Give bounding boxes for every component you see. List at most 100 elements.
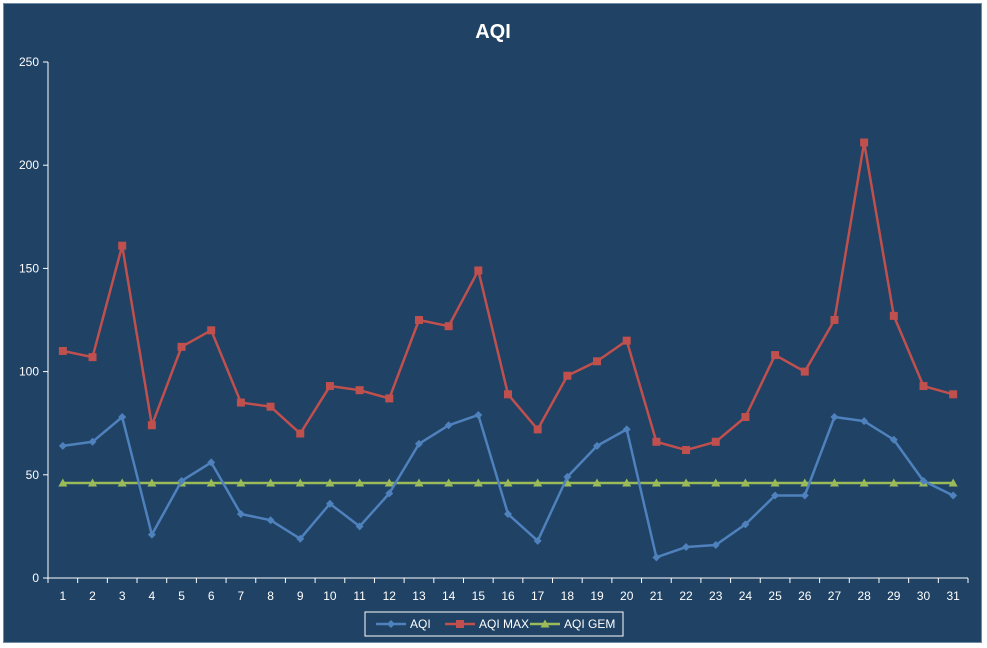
data-point-aqi: [325, 499, 334, 508]
data-point-aqi-max: [741, 413, 750, 422]
data-point-aqi-max: [860, 138, 869, 147]
data-point-aqi-max: [355, 386, 364, 395]
data-point-aqi: [533, 536, 542, 545]
x-tick-label: 11: [353, 589, 366, 603]
data-point-aqi-max: [771, 351, 780, 360]
data-point-aqi: [949, 491, 958, 500]
data-point-aqi-max: [622, 336, 631, 345]
legend-entry-aqi-gem: AQI GEM: [530, 617, 615, 631]
data-point-aqi: [266, 516, 275, 525]
data-point-aqi-gem: [889, 478, 899, 487]
y-tick-label: 100: [19, 365, 39, 379]
legend-label-aqi-gem: AQI GEM: [564, 617, 615, 631]
data-point-aqi-gem: [829, 478, 839, 487]
data-point-aqi-gem: [325, 478, 335, 487]
legend-marker-aqi-gem: [540, 619, 550, 628]
x-tick-label: 3: [119, 589, 126, 603]
data-point-aqi-gem: [117, 478, 127, 487]
data-point-aqi: [889, 435, 898, 444]
data-point-aqi: [118, 413, 127, 422]
x-tick-label: 14: [442, 589, 456, 603]
legend-entry-aqi-max: AQI MAX: [445, 617, 529, 631]
data-point-aqi-gem: [622, 478, 632, 487]
data-point-aqi: [830, 413, 839, 422]
x-tick-label: 25: [768, 589, 782, 603]
data-point-aqi-max: [593, 357, 602, 366]
data-point-aqi: [58, 441, 67, 450]
data-point-aqi: [444, 421, 453, 430]
data-point-aqi-gem: [147, 478, 157, 487]
y-tick-label: 150: [19, 261, 39, 275]
data-point-aqi: [563, 472, 572, 481]
data-point-aqi-max: [58, 346, 67, 355]
data-point-aqi-gem: [740, 478, 750, 487]
data-point-aqi-max: [88, 353, 97, 362]
data-point-aqi-max: [147, 421, 156, 430]
data-point-aqi-max: [414, 316, 423, 324]
x-tick-label: 19: [590, 589, 604, 603]
data-point-aqi-gem: [651, 478, 661, 487]
series-aqi-max: [58, 138, 958, 455]
legend-label-aqi: AQI: [410, 617, 431, 631]
data-point-aqi-gem: [236, 478, 246, 487]
x-tick-label: 9: [297, 589, 304, 603]
series-aqi-gem: [58, 478, 958, 487]
legend: AQI AQI MAX AQI GEM: [364, 611, 624, 637]
data-point-aqi-gem: [770, 478, 780, 487]
data-point-aqi: [474, 410, 483, 419]
y-tick-label: 0: [32, 571, 39, 585]
data-point-aqi: [622, 425, 631, 434]
x-tick-label: 4: [149, 589, 156, 603]
x-tick-label: 28: [857, 589, 871, 603]
x-tick-label: 13: [412, 589, 426, 603]
x-tick-label: 29: [887, 589, 901, 603]
data-point-aqi-gem: [58, 478, 68, 487]
x-tick-label: 12: [383, 589, 397, 603]
data-point-aqi-gem: [948, 478, 958, 487]
x-tick-label: 8: [267, 589, 274, 603]
data-point-aqi-max: [919, 382, 928, 391]
data-point-aqi: [355, 522, 364, 531]
data-point-aqi: [711, 540, 720, 549]
data-point-aqi-max: [296, 429, 305, 438]
x-tick-label: 10: [323, 589, 337, 603]
data-point-aqi: [504, 510, 512, 519]
data-point-aqi: [385, 489, 394, 498]
data-point-aqi-max: [682, 446, 691, 455]
x-tick-label: 16: [501, 589, 515, 603]
data-point-aqi-gem: [266, 478, 276, 487]
x-tick-label: 17: [531, 589, 545, 603]
data-point-aqi-max: [533, 425, 542, 434]
data-point-aqi-gem: [355, 478, 365, 487]
data-point-aqi: [296, 534, 305, 543]
y-tick-label: 250: [19, 55, 39, 69]
data-point-aqi-gem: [206, 478, 216, 487]
y-tick-label: 50: [26, 468, 40, 482]
x-tick-label: 1: [59, 589, 66, 603]
data-point-aqi-gem: [859, 478, 869, 487]
data-point-aqi-gem: [444, 478, 454, 487]
y-tick-label: 200: [19, 158, 39, 172]
data-point-aqi: [236, 510, 245, 519]
data-point-aqi-max: [652, 437, 661, 446]
data-point-aqi: [147, 530, 156, 539]
data-point-aqi-gem: [711, 478, 721, 487]
data-point-aqi-gem: [473, 478, 483, 487]
x-tick-label: 5: [178, 589, 185, 603]
legend-entry-aqi: AQI: [376, 617, 431, 631]
data-point-aqi-max: [444, 322, 453, 331]
chart-title: AQI: [475, 21, 511, 43]
data-point-aqi-max: [800, 367, 809, 376]
data-point-aqi: [177, 476, 186, 485]
data-point-aqi-gem: [295, 478, 305, 487]
data-point-aqi: [414, 439, 423, 448]
x-tick-label: 26: [798, 589, 812, 603]
data-point-aqi-gem: [384, 478, 394, 487]
data-point-aqi-max: [949, 390, 958, 399]
data-point-aqi-max: [474, 266, 483, 275]
x-tick-label: 20: [620, 589, 634, 603]
data-point-aqi: [593, 441, 602, 450]
data-point-aqi-gem: [533, 478, 543, 487]
data-point-aqi-max: [325, 382, 334, 391]
